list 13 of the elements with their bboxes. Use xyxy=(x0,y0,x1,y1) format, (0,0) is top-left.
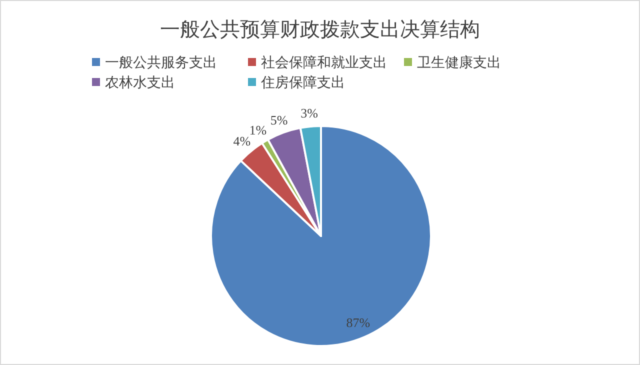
legend-item: 农林水支出 xyxy=(92,75,175,91)
data-label: 5% xyxy=(270,112,288,128)
pie-slice xyxy=(210,125,432,347)
data-label: 87% xyxy=(346,314,370,330)
data-label: 1% xyxy=(249,122,267,138)
legend-item: 社会保障和就业支出 xyxy=(248,55,387,71)
legend-item: 卫生健康支出 xyxy=(404,55,501,71)
data-label: 3% xyxy=(300,106,318,121)
legend-item: 一般公共服务支出 xyxy=(92,55,217,71)
legend-label: 农林水支出 xyxy=(105,75,175,91)
data-label: 4% xyxy=(233,133,251,148)
legend-item: 住房保障支出 xyxy=(248,75,345,91)
chart-title: 一般公共预算财政拨款支出决算结构 xyxy=(160,19,480,41)
